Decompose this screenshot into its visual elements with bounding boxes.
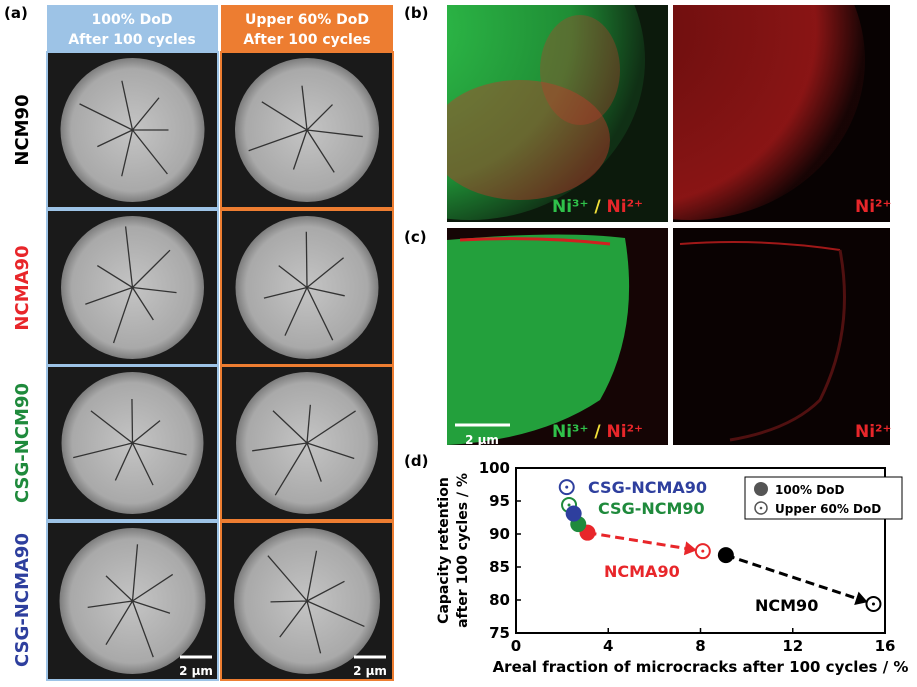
legend-label: Upper 60% DoD <box>775 502 881 516</box>
panel-label: (d) <box>404 452 428 470</box>
ni3-label: Ni³⁺ <box>552 197 588 217</box>
y-tick-label: 95 <box>489 492 510 510</box>
scatter-chart: 0 4 8 12 16 75 80 85 90 95 100 Areal fraction of mi… <box>436 459 908 676</box>
legend-marker <box>759 506 763 510</box>
row-label: NCM90 <box>12 94 33 165</box>
scale-bar-label: 2 μm <box>353 664 387 678</box>
y-axis-label: after 100 cycles / % <box>455 473 471 628</box>
arrow-head <box>854 591 868 605</box>
row-label: NCMA90 <box>12 245 33 330</box>
point <box>565 505 582 522</box>
legend-marker <box>754 482 768 496</box>
column-header: After 100 cycles <box>68 32 195 48</box>
ni2-label: Ni²⁺ <box>855 197 891 217</box>
series-label: CSG-NCMA90 <box>588 478 707 497</box>
map-image <box>673 5 865 220</box>
column-header: After 100 cycles <box>243 32 370 48</box>
map-image <box>679 241 846 442</box>
crack <box>87 544 174 658</box>
row-label: CSG-NCMA90 <box>12 533 33 667</box>
column-header: 100% DoD <box>92 12 173 28</box>
y-tick-label: 75 <box>489 624 510 642</box>
legend-label: 100% DoD <box>775 483 844 497</box>
crack <box>252 404 356 496</box>
trend-arrow <box>587 531 694 552</box>
trend-arrow <box>725 553 865 603</box>
panel-label: (c) <box>404 228 427 246</box>
x-tick-label: 0 <box>511 637 521 655</box>
crack <box>263 231 345 341</box>
sem-images <box>46 51 394 681</box>
point-dot <box>701 549 705 553</box>
overlay-label: Ni³⁺ / Ni²⁺ <box>552 197 643 217</box>
separator: / <box>594 422 601 442</box>
row-label: CSG-NCM90 <box>12 383 33 503</box>
series-label: NCM90 <box>755 596 818 615</box>
point-dot <box>871 602 875 606</box>
crack <box>267 550 365 654</box>
x-axis-label: Areal fraction of microcracks after 100 … <box>493 658 909 676</box>
panel-label: (a) <box>4 4 28 22</box>
map-image <box>447 234 630 445</box>
crack <box>79 80 169 177</box>
point-dot <box>565 485 569 489</box>
crack <box>85 226 177 344</box>
y-tick-label: 80 <box>489 591 510 609</box>
map-image <box>673 228 890 445</box>
crack <box>248 85 363 173</box>
scale-bar-label: 2 μm <box>465 433 499 447</box>
crack <box>73 398 187 486</box>
column-header: Upper 60% DoD <box>245 12 369 28</box>
series-label: CSG-NCM90 <box>598 499 705 518</box>
legend-box <box>744 476 903 520</box>
y-tick-label: 100 <box>479 459 510 477</box>
x-tick-label: 8 <box>695 637 705 655</box>
column-header-box <box>47 5 218 51</box>
ni2-label: Ni²⁺ <box>607 422 643 442</box>
ni2-label: Ni²⁺ <box>855 422 891 442</box>
separator: / <box>594 197 601 217</box>
y-axis-label: Capacity retention <box>436 477 452 624</box>
ni2-label: Ni²⁺ <box>607 197 643 217</box>
x-tick-label: 16 <box>875 637 896 655</box>
point <box>717 547 734 564</box>
y-tick-label: 90 <box>489 525 510 543</box>
map-image <box>447 5 645 220</box>
x-tick-label: 12 <box>782 637 803 655</box>
overlay-label: Ni³⁺ / Ni²⁺ <box>552 422 643 442</box>
point-dot <box>567 503 571 507</box>
panel-label: (b) <box>404 4 428 22</box>
x-tick-label: 4 <box>603 637 613 655</box>
scale-bar-label: 2 μm <box>179 664 213 678</box>
column-header-box <box>221 5 393 51</box>
arrow-head <box>683 541 697 556</box>
series-label: NCMA90 <box>604 562 680 581</box>
ni3-label: Ni³⁺ <box>552 422 588 442</box>
y-tick-label: 85 <box>489 558 510 576</box>
